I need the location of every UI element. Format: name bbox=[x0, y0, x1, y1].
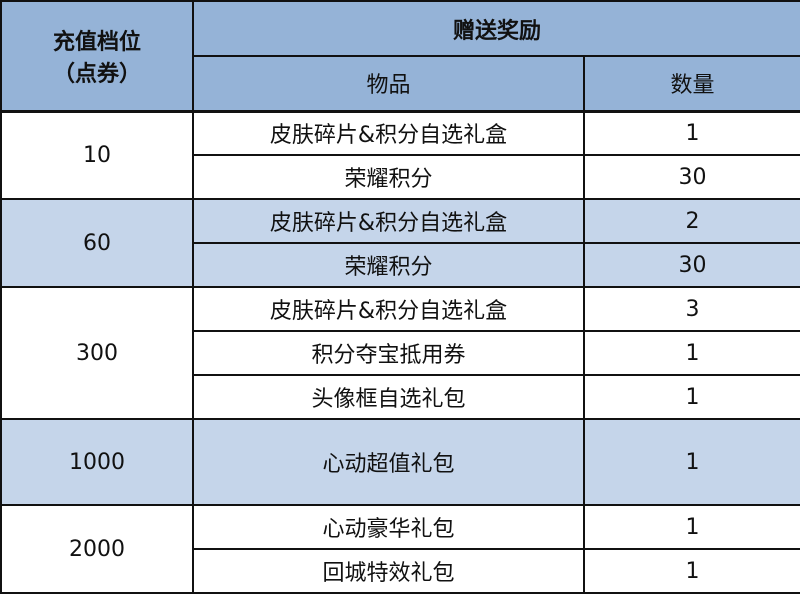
table-row: 2000 心动豪华礼包 1 bbox=[0, 504, 800, 594]
reward-qty: 30 bbox=[582, 154, 800, 200]
reward-item: 心动超值礼包 bbox=[192, 418, 585, 506]
reward-item: 荣耀积分 bbox=[192, 242, 585, 288]
table-row: 300 皮肤碎片&积分自选礼盒 3 bbox=[0, 286, 800, 420]
reward-qty: 1 bbox=[582, 504, 800, 550]
reward-qty: 2 bbox=[582, 198, 800, 244]
reward-qty: 3 bbox=[582, 286, 800, 332]
tier-amount: 2000 bbox=[0, 504, 194, 594]
reward-qty: 30 bbox=[582, 242, 800, 288]
tier-amount: 1000 bbox=[0, 418, 194, 506]
table-row: 10 皮肤碎片&积分自选礼盒 1 bbox=[0, 110, 800, 200]
reward-qty: 1 bbox=[582, 110, 800, 156]
reward-item: 荣耀积分 bbox=[192, 154, 585, 200]
reward-qty: 1 bbox=[582, 374, 800, 420]
table-row: 积分夺宝抵用券 1 bbox=[1, 330, 800, 376]
reward-item: 积分夺宝抵用券 bbox=[192, 330, 585, 376]
qty-header: 数量 bbox=[582, 55, 800, 113]
reward-item: 皮肤碎片&积分自选礼盒 bbox=[192, 110, 585, 156]
table-row: 1000 心动超值礼包 1 bbox=[0, 418, 800, 506]
tier-amount: 300 bbox=[0, 286, 194, 420]
tier-amount: 60 bbox=[0, 198, 194, 288]
table-row: 60 皮肤碎片&积分自选礼盒 2 bbox=[0, 198, 800, 288]
reward-qty: 1 bbox=[582, 418, 800, 506]
item-header: 物品 bbox=[192, 55, 585, 113]
reward-qty: 1 bbox=[582, 548, 800, 594]
tier-amount: 10 bbox=[0, 110, 194, 200]
table-row: 荣耀积分 30 bbox=[1, 242, 800, 288]
reward-item: 皮肤碎片&积分自选礼盒 bbox=[192, 286, 585, 332]
reward-item: 心动豪华礼包 bbox=[192, 504, 585, 550]
reward-item: 皮肤碎片&积分自选礼盒 bbox=[192, 198, 585, 244]
table-row: 荣耀积分 30 bbox=[1, 154, 800, 200]
tier-header-line1: 充值档位 bbox=[52, 29, 141, 55]
reward-item: 回城特效礼包 bbox=[192, 548, 585, 594]
tier-header-line2: （点券） bbox=[52, 61, 141, 87]
table-row: 回城特效礼包 1 bbox=[1, 548, 800, 594]
reward-qty: 1 bbox=[582, 330, 800, 376]
reward-item: 头像框自选礼包 bbox=[192, 374, 585, 420]
reward-header: 赠送奖励 bbox=[191, 0, 800, 57]
tier-header: 充值档位 （点券） bbox=[0, 0, 194, 113]
